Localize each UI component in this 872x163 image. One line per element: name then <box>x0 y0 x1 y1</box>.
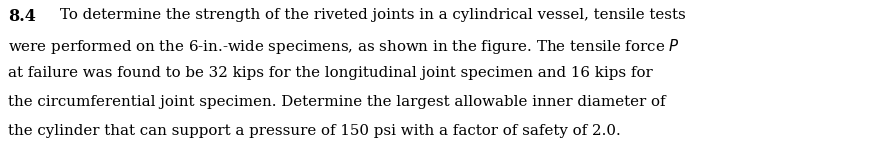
Text: To determine the strength of the riveted joints in a cylindrical vessel, tensile: To determine the strength of the riveted… <box>60 8 685 22</box>
Text: the circumferential joint specimen. Determine the largest allowable inner diamet: the circumferential joint specimen. Dete… <box>8 95 665 109</box>
Text: were performed on the 6-in.-wide specimens, as shown in the figure. The tensile : were performed on the 6-in.-wide specime… <box>8 37 680 56</box>
Text: the cylinder that can support a pressure of 150 psi with a factor of safety of 2: the cylinder that can support a pressure… <box>8 124 621 138</box>
Text: 8.4: 8.4 <box>8 8 36 25</box>
Text: at failure was found to be 32 kips for the longitudinal joint specimen and 16 ki: at failure was found to be 32 kips for t… <box>8 66 653 80</box>
